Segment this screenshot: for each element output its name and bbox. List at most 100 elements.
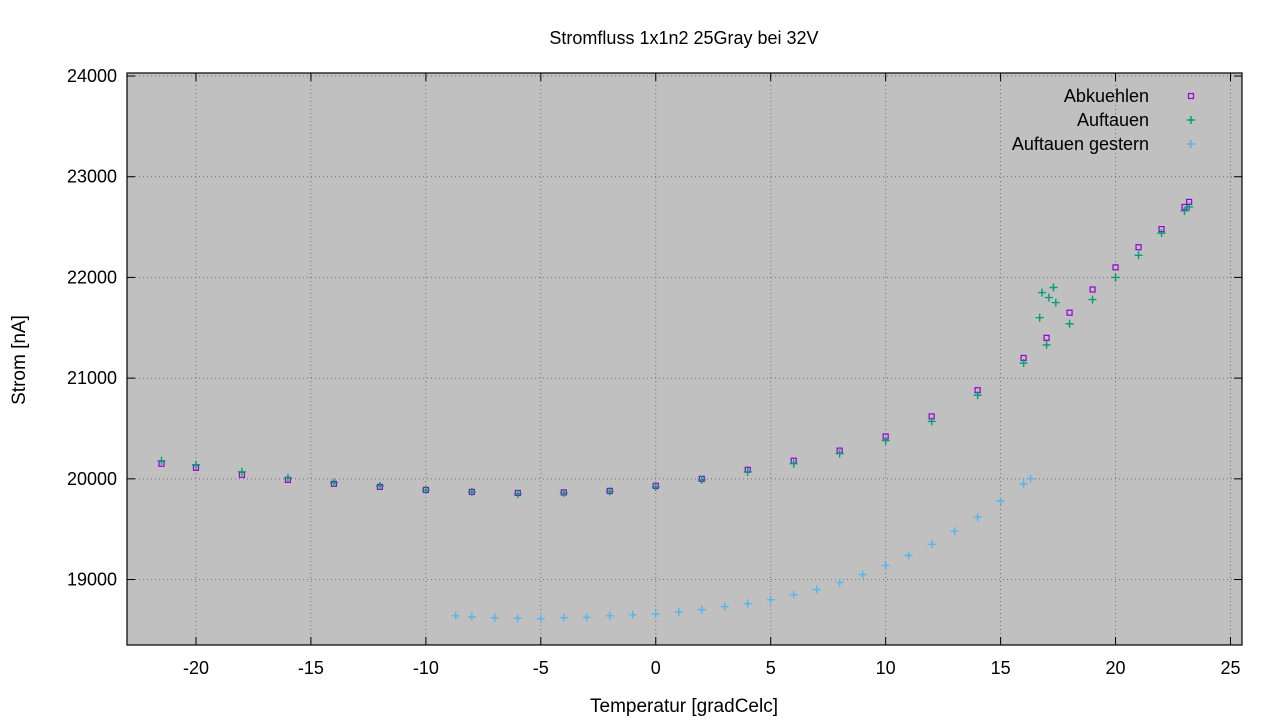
x-tick-label: -15: [298, 658, 324, 678]
data-point: [927, 417, 936, 426]
data-point: [1035, 313, 1044, 322]
data-point: [513, 489, 522, 498]
data-point: [1066, 309, 1073, 316]
y-tick-label: 19000: [67, 570, 117, 590]
data-point: [766, 595, 775, 604]
y-axis-ticks: 19000 20000 21000 22000 23000 24000: [67, 66, 1242, 590]
y-tick-label: 21000: [67, 368, 117, 388]
data-point: [1044, 293, 1053, 302]
data-point: [559, 613, 568, 622]
data-point: [1019, 479, 1028, 488]
legend-label: Auftauen gestern: [1012, 134, 1149, 154]
plot-area: [127, 73, 1242, 645]
legend-marker: [1187, 92, 1195, 100]
x-tick-label: 0: [651, 658, 661, 678]
legend-marker: [1187, 116, 1195, 124]
data-point: [1043, 334, 1050, 341]
y-tick-label: 22000: [67, 267, 117, 287]
data-point: [490, 613, 499, 622]
data-point: [858, 570, 867, 579]
data-point: [582, 613, 591, 622]
legend-marker: [1187, 140, 1195, 148]
data-point: [467, 612, 476, 621]
grid-lines: [127, 73, 1242, 645]
data-point: [1111, 273, 1120, 282]
data-point: [651, 482, 660, 491]
y-tick-label: 24000: [67, 66, 117, 86]
data-point: [904, 551, 913, 560]
series-auftauen: [157, 202, 1194, 498]
data-point: [1026, 474, 1035, 483]
data-point: [451, 611, 460, 620]
x-tick-label: 15: [991, 658, 1011, 678]
chart-title: Stromfluss 1x1n2 25Gray bei 32V: [549, 28, 818, 48]
data-point: [1135, 244, 1142, 251]
x-tick-label: 25: [1220, 658, 1240, 678]
data-point: [536, 614, 545, 623]
y-tick-label: 23000: [67, 167, 117, 187]
data-point: [743, 599, 752, 608]
data-point: [651, 609, 660, 618]
data-point: [513, 614, 522, 623]
data-point: [743, 467, 752, 476]
x-tick-label: -10: [413, 658, 439, 678]
data-point: [421, 485, 430, 494]
data-point: [835, 578, 844, 587]
series-auftauen-gestern: [451, 474, 1035, 623]
data-points: [157, 198, 1194, 623]
data-point: [1042, 340, 1051, 349]
data-point: [996, 496, 1005, 505]
x-axis-label: Temperatur [gradCelc]: [590, 696, 778, 717]
data-point: [1088, 295, 1097, 304]
data-point: [1185, 202, 1194, 211]
x-tick-label: -20: [183, 658, 209, 678]
data-point: [1089, 286, 1096, 293]
data-point: [697, 605, 706, 614]
data-point: [881, 561, 890, 570]
legend-label: Auftauen: [1077, 110, 1149, 130]
data-point: [1037, 288, 1046, 297]
data-point: [1112, 264, 1119, 271]
plot-frame: [126, 72, 1243, 646]
data-point: [789, 459, 798, 468]
x-tick-label: -5: [533, 658, 549, 678]
legend-label: Abkuehlen: [1064, 86, 1149, 106]
legend: Abkuehlen Auftauen Auftauen gestern: [1012, 86, 1195, 154]
data-point: [559, 488, 568, 497]
data-point: [973, 391, 982, 400]
data-point: [605, 611, 614, 620]
y-tick-label: 20000: [67, 469, 117, 489]
y-axis-label: Strom [nA]: [9, 315, 30, 405]
data-point: [789, 590, 798, 599]
data-point: [950, 527, 959, 536]
data-point: [1049, 283, 1058, 292]
data-point: [1019, 359, 1028, 368]
data-point: [697, 475, 706, 484]
data-point: [1157, 229, 1166, 238]
data-point: [973, 513, 982, 522]
x-tick-label: 10: [876, 658, 896, 678]
data-point: [835, 449, 844, 458]
data-point: [283, 473, 292, 482]
x-tick-label: 20: [1106, 658, 1126, 678]
data-point: [329, 478, 338, 487]
data-point: [674, 607, 683, 616]
data-point: [237, 467, 246, 476]
data-point: [467, 487, 476, 496]
data-point: [157, 456, 166, 465]
data-point: [1134, 251, 1143, 260]
data-point: [927, 540, 936, 549]
data-point: [720, 602, 729, 611]
data-point: [881, 436, 890, 445]
data-point: [1065, 319, 1074, 328]
data-point: [375, 481, 384, 490]
data-point: [812, 585, 821, 594]
data-point: [628, 610, 637, 619]
x-axis-ticks: -20 -15 -10 -5 0 5 10 15 20 25: [183, 73, 1241, 678]
data-point: [1180, 206, 1189, 215]
data-point: [191, 460, 200, 469]
data-point: [605, 487, 614, 496]
x-tick-label: 5: [766, 658, 776, 678]
data-point: [1051, 298, 1060, 307]
